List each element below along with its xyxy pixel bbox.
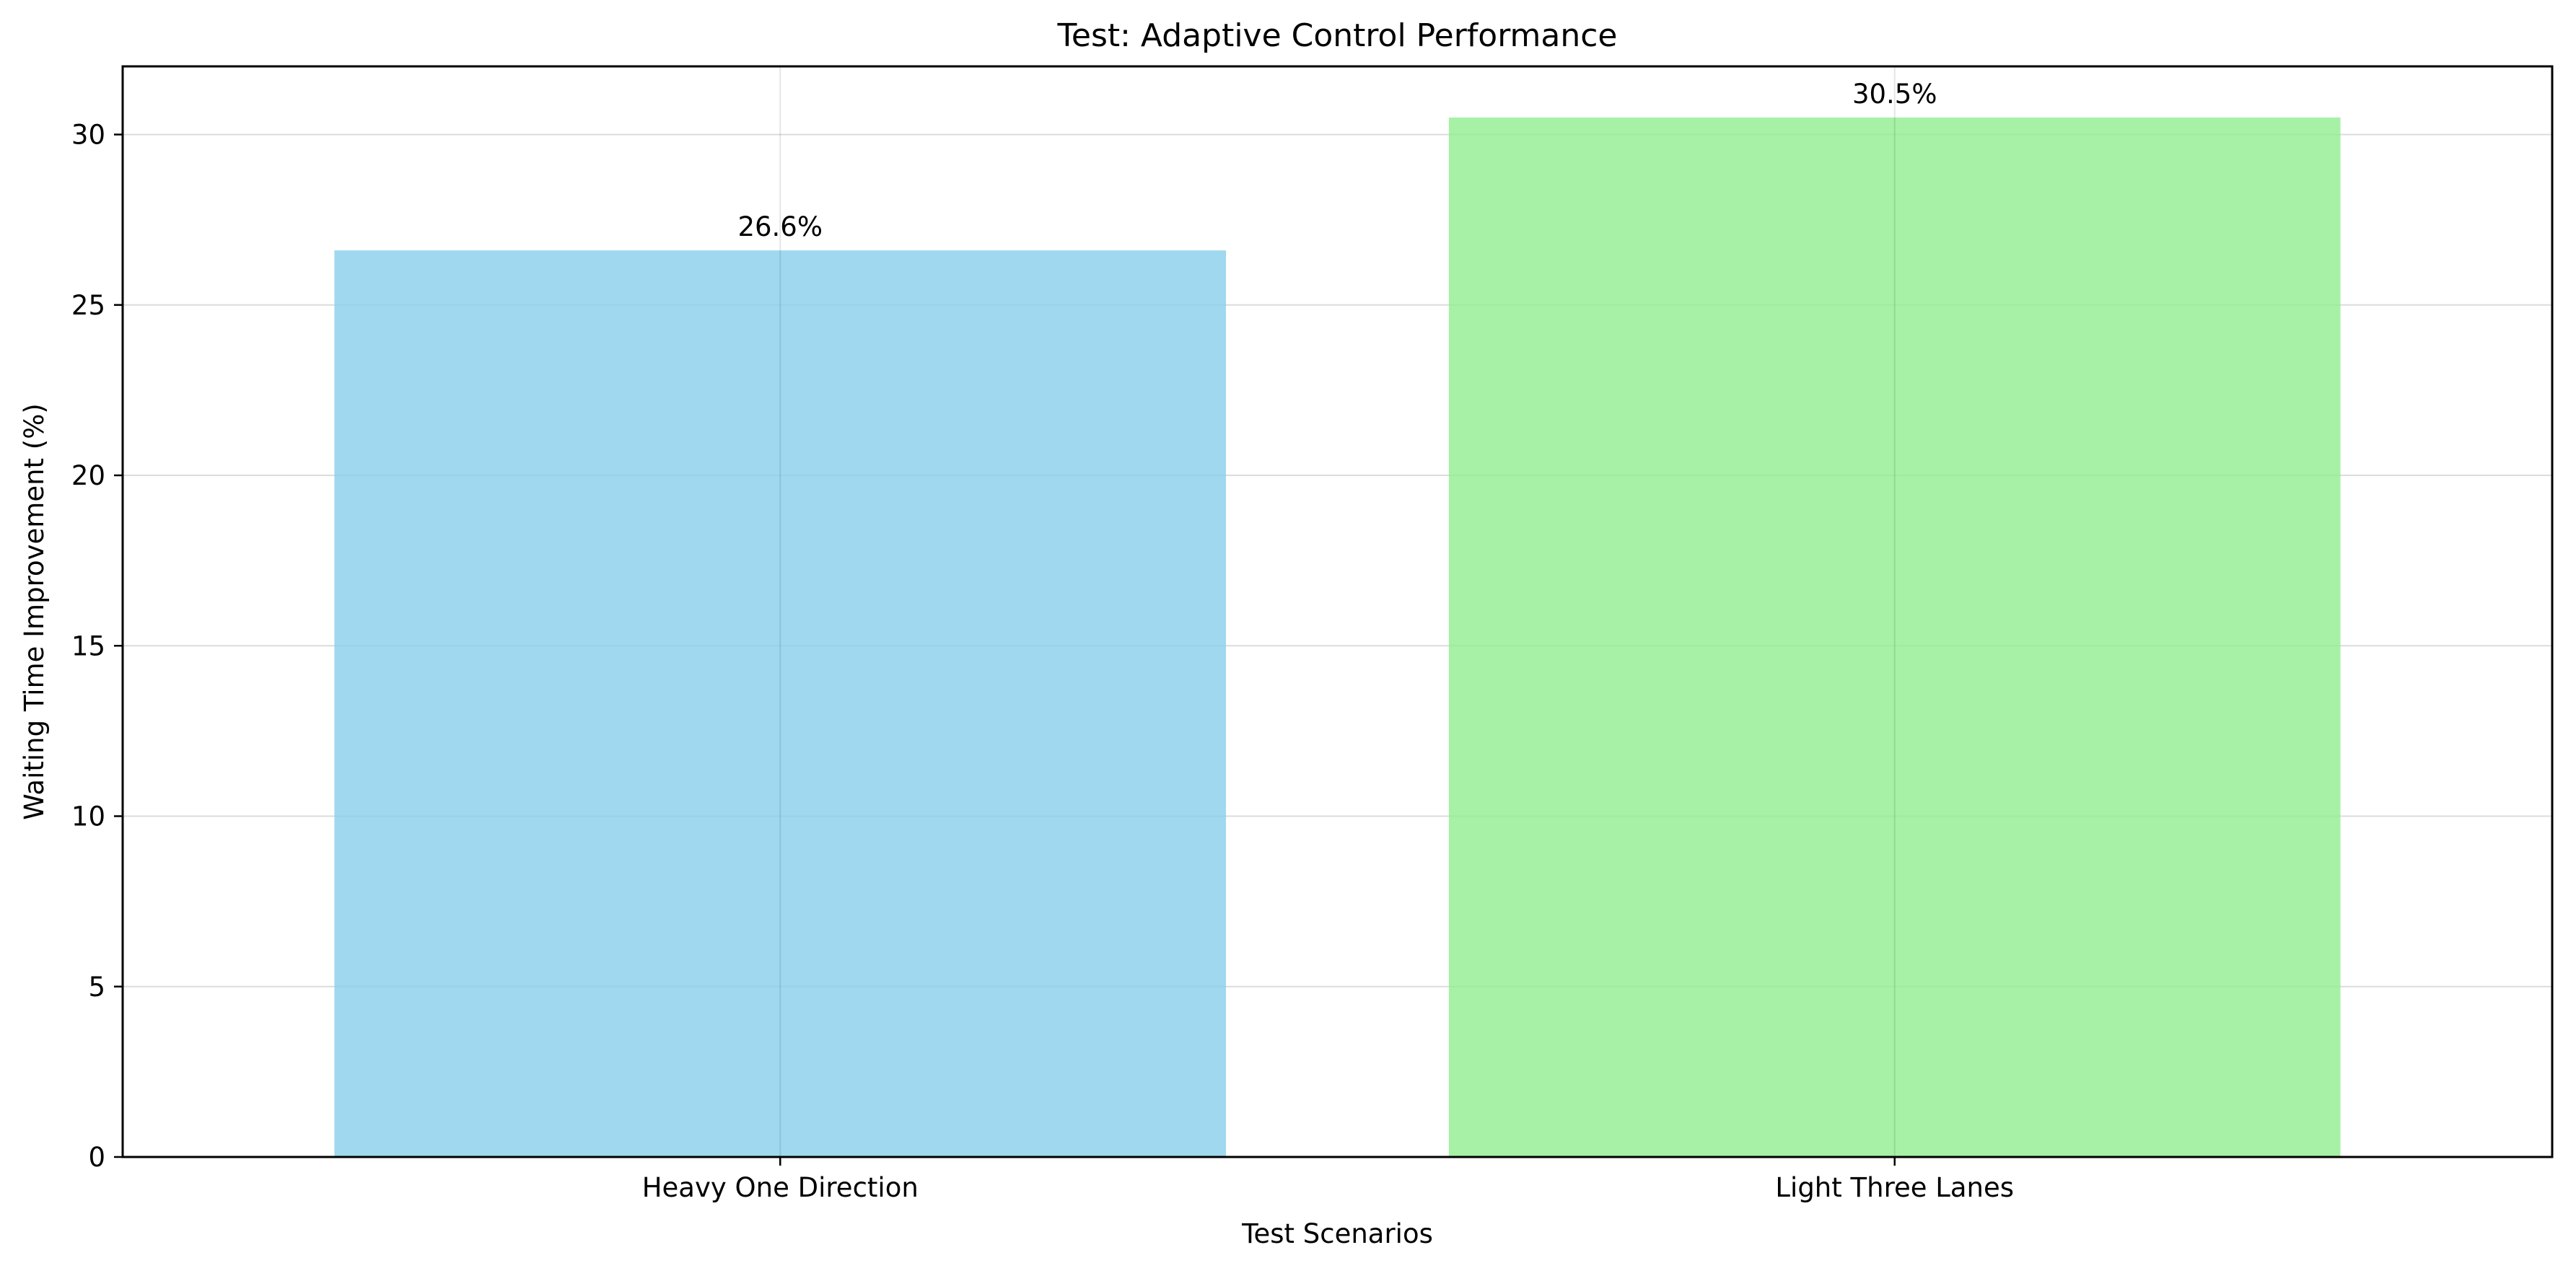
y-tick-label: 30 (71, 120, 105, 151)
bar-data-label: 30.5% (1852, 79, 1937, 110)
x-axis-label: Test Scenarios (1241, 1218, 1433, 1249)
bar (1448, 117, 2341, 1157)
x-tick-label: Light Three Lanes (1775, 1172, 2014, 1203)
plot-area-frame (121, 65, 2554, 1158)
bar (334, 250, 1227, 1157)
y-tick-label: 5 (88, 972, 105, 1003)
bar-data-label: 26.6% (737, 211, 823, 242)
y-tick-label: 20 (71, 460, 105, 491)
chart-title: Test: Adaptive Control Performance (1056, 17, 1617, 54)
y-tick-label: 0 (88, 1142, 105, 1173)
y-tick-label: 15 (71, 630, 105, 661)
y-tick-label: 10 (71, 801, 105, 832)
x-tick-label: Heavy One Direction (642, 1172, 919, 1203)
y-tick-label: 25 (71, 290, 105, 321)
y-axis-label: Waiting Time Improvement (%) (19, 403, 50, 820)
